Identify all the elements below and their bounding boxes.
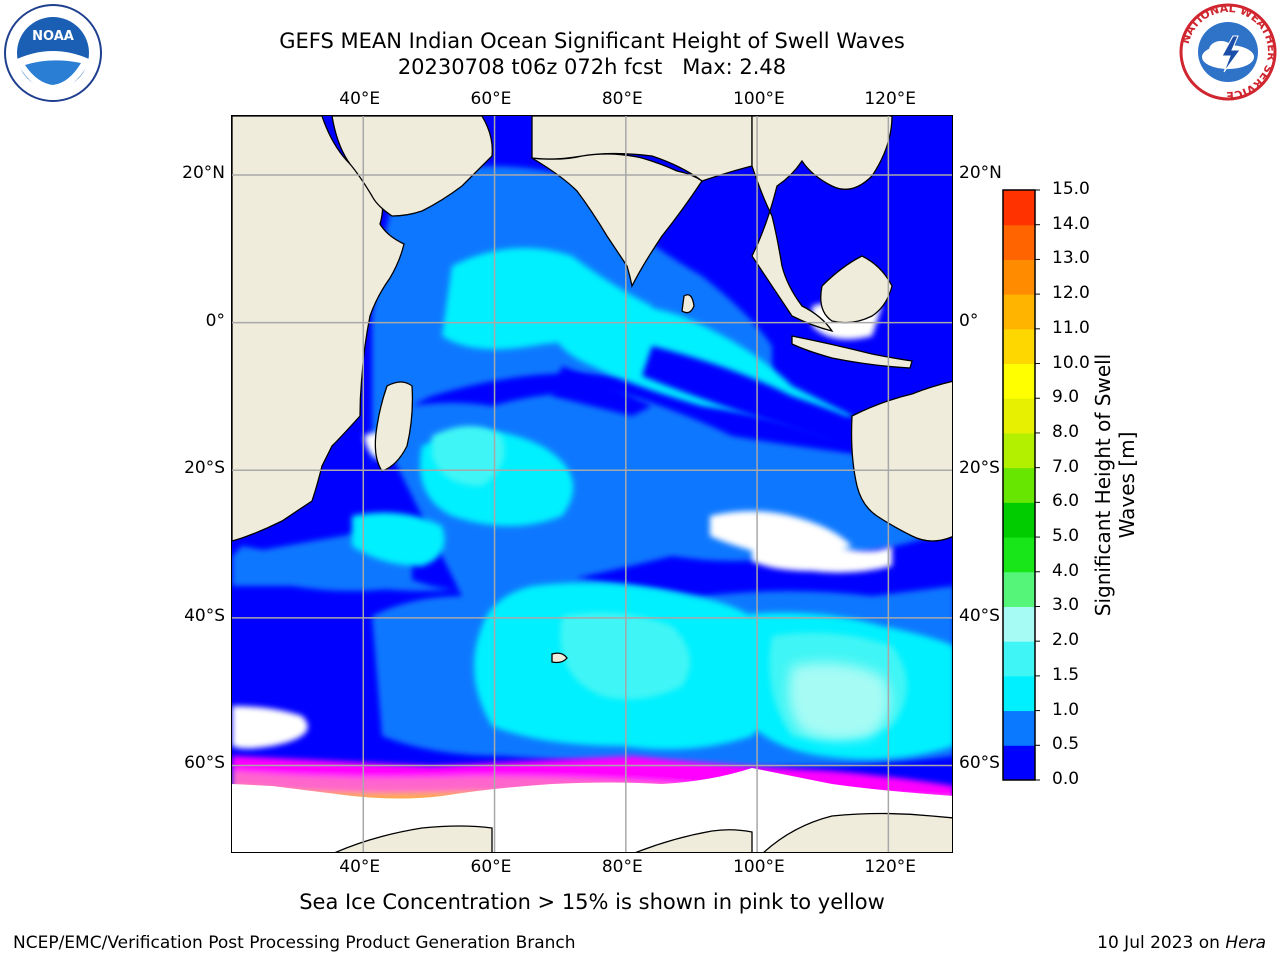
lon-tick-bottom: 60°E (470, 857, 512, 877)
kerguelen (551, 652, 568, 664)
colorbar-segment (1003, 502, 1035, 538)
nws-logo: NATIONAL WEATHER SERVICE (1178, 2, 1278, 102)
antarctica-coast (334, 812, 952, 852)
colorbar-segment (1003, 432, 1035, 469)
lon-tick-top: 80°E (601, 89, 643, 109)
lat-tick-right: 20°S (959, 458, 1000, 479)
colorbar-segment (1003, 363, 1035, 399)
title-line-1: GEFS MEAN Indian Ocean Significant Heigh… (279, 29, 905, 53)
colorbar-level-label: 11.0 (1052, 317, 1090, 338)
lon-tick-bottom: 40°E (339, 857, 381, 877)
colorbar-level-label: 9.0 (1052, 387, 1080, 408)
noaa-logo: NOAA (3, 3, 103, 103)
colorbar-level-label: 10.0 (1052, 352, 1090, 373)
footer-branch: NCEP/EMC/Verification Post Processing Pr… (13, 933, 576, 953)
colorbar-segment (1003, 398, 1035, 434)
colorbar-level-label: 0.0 (1052, 769, 1080, 789)
lat-tick-left: 0° (205, 310, 225, 331)
colorbar-level-label: 12.0 (1052, 283, 1090, 304)
colorbar-segment (1003, 328, 1035, 365)
arabia (331, 116, 493, 217)
borneo-indonesia (820, 255, 893, 324)
colorbar-level-label: 14.0 (1052, 213, 1090, 234)
australia (850, 380, 952, 542)
swell-2p0-3p0 (788, 662, 890, 740)
footer-date: 10 Jul 2023 on Hera (1097, 933, 1266, 953)
map-panel (231, 115, 953, 853)
colorbar-segment (1003, 710, 1035, 746)
sea-ice-caption: Sea Ice Concentration > 15% is shown in … (299, 890, 885, 914)
colorbar-level-label: 15.0 (1052, 179, 1090, 199)
lat-tick-left: 40°S (184, 605, 225, 626)
sri-lanka (681, 294, 695, 314)
colorbar-level-label: 4.0 (1052, 560, 1080, 581)
colorbar-level-label: 7.0 (1052, 456, 1080, 477)
colorbar-level-label: 1.0 (1052, 699, 1080, 720)
lon-tick-top: 120°E (864, 89, 917, 109)
colorbar-border (1002, 189, 1036, 781)
lat-tick-left: 60°S (184, 753, 225, 774)
lat-tick-right: 0° (959, 310, 979, 331)
colorbar-title-line-1: Significant Height of Swell (1091, 353, 1115, 617)
southeast-asia (751, 116, 893, 333)
lat-tick-right: 20°N (959, 163, 1002, 184)
colorbar-segment (1003, 641, 1035, 677)
lon-tick-bottom: 80°E (601, 857, 643, 877)
lon-tick-bottom: 100°E (733, 857, 785, 877)
colorbar-segment (1003, 675, 1035, 712)
colorbar-level-label: 13.0 (1052, 248, 1090, 269)
lon-tick-top: 40°E (339, 89, 381, 109)
colorbar-title-line-2: Waves [m] (1115, 431, 1139, 539)
chart-title: GEFS MEAN Indian Ocean Significant Heigh… (0, 28, 1184, 80)
colorbar (1002, 189, 1040, 781)
colorbar-level-label: 1.5 (1052, 664, 1080, 685)
graticule (232, 116, 952, 852)
colorbar-level-label: 3.0 (1052, 595, 1080, 616)
colorbar-segment (1003, 259, 1035, 295)
colorbar-level-label: 5.0 (1052, 526, 1080, 547)
colorbar-segment (1003, 224, 1035, 260)
colorbar-segment (1003, 467, 1035, 503)
svg-text:NOAA: NOAA (32, 29, 74, 44)
lat-tick-left: 20°S (184, 458, 225, 479)
lat-tick-right: 40°S (959, 605, 1000, 626)
lon-tick-bottom: 120°E (864, 857, 917, 877)
swell-height-map (232, 116, 952, 852)
colorbar-level-label: 0.5 (1052, 734, 1080, 755)
colorbar-segment (1003, 745, 1035, 781)
colorbar-segment (1003, 606, 1035, 642)
colorbar-segment (1003, 190, 1035, 226)
lon-tick-top: 100°E (733, 89, 785, 109)
footer-date-text: 10 Jul 2023 on (1097, 933, 1226, 953)
colorbar-level-label: 2.0 (1052, 630, 1080, 651)
madagascar (374, 381, 414, 472)
colorbar-segment (1003, 537, 1035, 573)
java (791, 335, 913, 369)
footer-host: Hera (1225, 933, 1266, 953)
lat-tick-left: 20°N (182, 163, 225, 184)
lon-tick-top: 60°E (470, 89, 512, 109)
swell-low-band (642, 346, 892, 456)
land (232, 116, 952, 664)
colorbar-segment (1003, 571, 1035, 607)
lat-tick-right: 60°S (959, 753, 1000, 774)
swell-low-band-2 (552, 366, 652, 416)
colorbar-level-label: 6.0 (1052, 491, 1080, 512)
colorbar-level-label: 8.0 (1052, 421, 1080, 442)
colorbar-segment (1003, 294, 1035, 330)
title-line-2: 20230708 t06z 072h fcst Max: 2.48 (397, 55, 787, 79)
